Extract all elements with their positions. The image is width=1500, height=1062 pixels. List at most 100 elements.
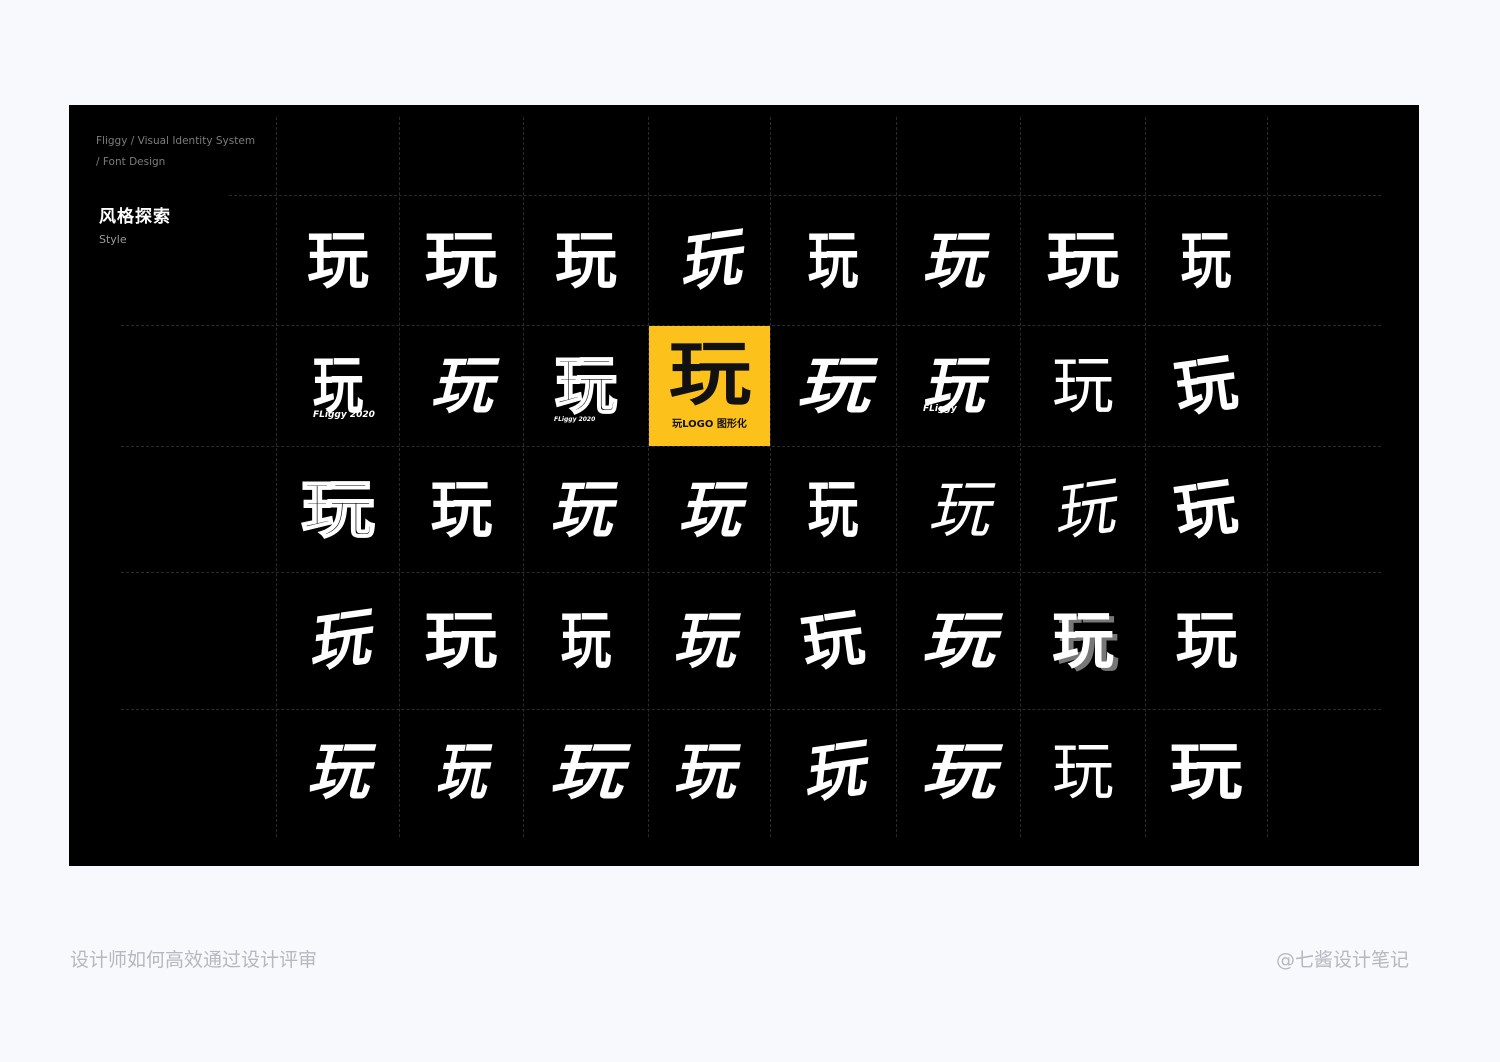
project-label: Fliggy / Visual Identity System [96, 135, 256, 147]
glyph-variant: 玩 FLiggy [897, 326, 1020, 446]
grid-guide-vertical [1020, 117, 1021, 837]
glyph-mark: 玩 [549, 735, 623, 808]
glyph-variant: 玩 [1021, 447, 1145, 572]
grid-guide-horizontal [121, 572, 1381, 573]
glyph-tag: FLiggy 2020 [313, 410, 375, 420]
section-title: 风格探索 [99, 207, 171, 227]
glyph-variant: 玩 FLiggy 2020 [524, 326, 648, 446]
glyph-variant: 玩 [1146, 573, 1267, 709]
glyph-variant: 玩 [400, 710, 523, 834]
glyph-mark: 玩 [678, 472, 741, 546]
glyph-mark: 玩 [430, 472, 493, 546]
footer-author-handle: @七酱设计笔记 [1276, 949, 1410, 971]
glyph-variant: 玩 [1146, 710, 1267, 834]
glyph-variant: 玩 [649, 447, 770, 572]
glyph-variant: 玩 [524, 197, 648, 325]
grid-guide-vertical [770, 117, 771, 837]
glyph-mark: 玩 [1047, 468, 1119, 550]
glyph-mark: 玩 [673, 220, 746, 301]
glyph-variant: 玩 [897, 573, 1020, 709]
glyph-mark: 玩 [1046, 224, 1120, 297]
glyph-variant: 玩 [400, 326, 523, 446]
glyph-mark: 玩 [436, 735, 487, 808]
grid-guide-vertical [896, 117, 897, 837]
glyph-mark: 玩 [808, 472, 859, 546]
glyph-variant: 玩 [771, 710, 896, 834]
glyph-mark: 玩 [670, 604, 749, 677]
glyph-mark: 玩 [1169, 735, 1244, 808]
glyph-mark: 玩 [1051, 604, 1114, 677]
glyph-mark: 玩 [1051, 349, 1114, 422]
glyph-mark: 玩 [302, 600, 374, 681]
glyph-variant: 玩 [649, 710, 770, 834]
glyph-variant: 玩 [400, 197, 523, 325]
glyph-variant: 玩 [897, 197, 1020, 325]
glyph-mark: 玩 [554, 224, 617, 297]
slide-meta: Fliggy / Visual Identity System / Font D… [96, 131, 255, 173]
glyph-variant: 玩 [277, 573, 399, 709]
highlight-caption: 玩LOGO 图形化 [672, 418, 747, 430]
section-label: / Font Design [96, 156, 166, 168]
glyph-variant: 玩 [897, 447, 1020, 572]
glyph-variant: 玩 [771, 573, 896, 709]
glyph-mark: 玩 [554, 349, 618, 422]
glyph-variant: 玩 [1021, 573, 1145, 709]
glyph-mark: 玩 [424, 604, 499, 677]
glyph-mark: 玩 [796, 349, 871, 422]
glyph-mark: 玩 [300, 472, 376, 546]
glyph-variant: 玩 [524, 447, 648, 572]
grid-guide-horizontal [121, 446, 1381, 447]
glyph-variant: 玩 FLiggy 2020 [277, 326, 399, 446]
glyph-variant: 玩 [400, 447, 523, 572]
glyph-mark: 玩 [560, 604, 612, 677]
glyph-variant: 玩 [277, 197, 399, 325]
glyph-mark: 玩 [547, 472, 625, 546]
glyph-mark: 玩 [424, 224, 499, 297]
glyph-variant: 玩 [649, 197, 770, 325]
glyph-variant: 玩 [897, 710, 1020, 834]
glyph-variant: 玩 [771, 447, 896, 572]
glyph-variant: 玩 [1021, 326, 1145, 446]
glyph-mark: 玩 [306, 224, 369, 297]
glyph-mark: 玩 [919, 224, 998, 297]
grid-guide-vertical [399, 117, 400, 837]
style-exploration-slide: Fliggy / Visual Identity System / Font D… [69, 105, 1419, 866]
glyph-variant: 玩 [400, 573, 523, 709]
glyph-variant: 玩 [1146, 326, 1267, 446]
glyph-variant: 玩 [649, 573, 770, 709]
grid-guide-vertical [648, 117, 649, 837]
grid-guide-horizontal [121, 709, 1381, 710]
footer-article-title: 设计师如何高效通过设计评审 [70, 949, 318, 971]
glyph-mark: 玩 [1170, 468, 1243, 550]
glyph-mark: 玩 [670, 735, 749, 808]
glyph-variant: 玩 [277, 447, 399, 572]
glyph-variant: 玩 [1146, 197, 1267, 325]
glyph-tag: FLiggy [923, 404, 957, 414]
grid-guide-horizontal [121, 325, 1381, 326]
glyph-tag: FLiggy 2020 [554, 416, 596, 423]
glyph-mark: 玩 [808, 224, 859, 297]
glyph-variant: 玩 [277, 710, 399, 834]
glyph-mark: 玩 [797, 600, 870, 681]
glyph-mark: 玩 [1170, 345, 1243, 426]
glyph-variant: 玩 [524, 573, 648, 709]
glyph-mark: 玩 [306, 735, 369, 808]
glyph-mark: 玩 [1181, 224, 1232, 297]
highlighted-glyph-variant: 玩 玩LOGO 图形化 [649, 326, 770, 446]
section-subtitle: Style [99, 233, 127, 246]
glyph-variant: 玩 [1021, 197, 1145, 325]
glyph-variant: 玩 [1021, 710, 1145, 834]
grid-guide-vertical [276, 117, 277, 837]
glyph-mark: 玩 [921, 604, 996, 677]
grid-guide-vertical [523, 117, 524, 837]
grid-guide-horizontal [229, 195, 1381, 196]
glyph-mark: 玩 [797, 731, 870, 812]
glyph-variant: 玩 [771, 326, 896, 446]
glyph-mark: 玩 [312, 349, 364, 422]
glyph-mark: 玩 [1175, 604, 1238, 677]
glyph-mark: 玩 [921, 735, 996, 808]
grid-guide-vertical [1145, 117, 1146, 837]
glyph-mark: 玩 [1051, 735, 1114, 808]
glyph-variant: 玩 [1146, 447, 1267, 572]
glyph-mark: 玩 [668, 332, 751, 415]
